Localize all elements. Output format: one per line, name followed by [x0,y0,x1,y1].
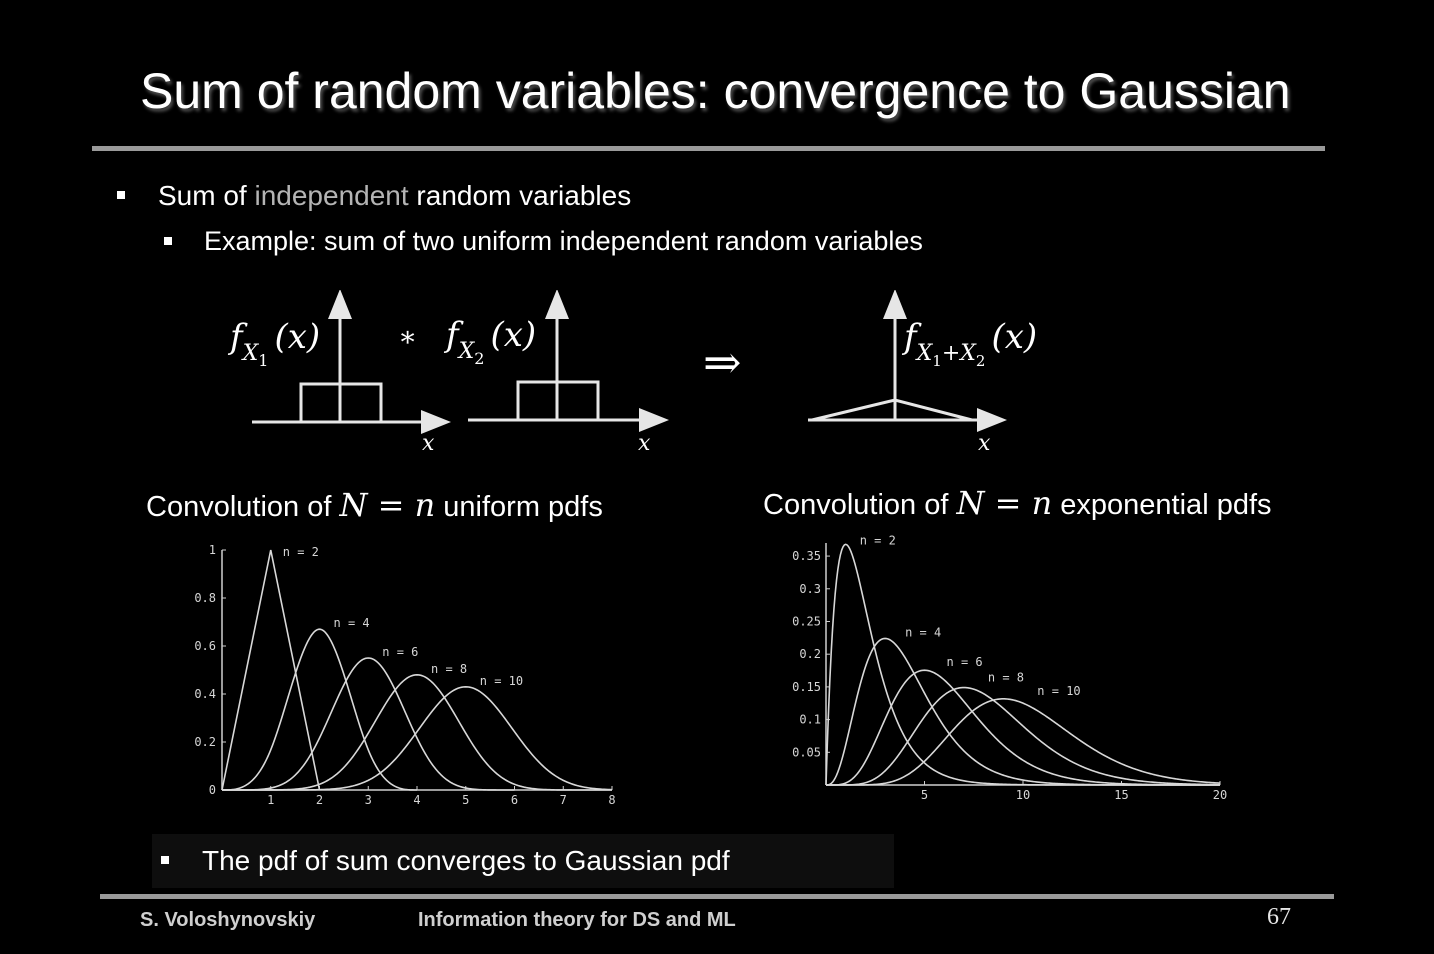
exponential-convolution-chart: 5 10 15 20 0.05 0.1 0.15 0.2 0.25 0.3 0.35 n = 2 n =… [792,535,1227,802]
bullet-square-icon [161,856,169,864]
series-line-10 [222,685,613,791]
bullet-3-text: The pdf of sum converges to Gaussian pdf [202,845,730,876]
caption-exponential: Convolution of N = n exponential pdfs [763,484,1272,522]
series-label-6: n = 6 [947,655,983,669]
y-tick-label: 0.25 [792,614,821,628]
x-tick-label: 5 [921,788,928,802]
x-label-3: x [978,431,991,456]
x-tick-label: 5 [462,793,469,807]
slide-title: Sum of random variables: convergence to … [140,63,1291,119]
x-tick-label: 1 [267,793,274,807]
series-label-2: n = 2 [283,545,319,559]
caption-uniform: Convolution of N = n uniform pdfs [146,486,603,524]
series-label-8: n = 8 [988,671,1024,685]
x-tick-label: 20 [1213,788,1227,802]
series-line-2 [825,543,1220,786]
convolution-operator: ∗ [398,320,417,353]
series-label-10: n = 10 [1037,684,1080,698]
series-line-2 [221,549,321,791]
x-tick-label: 15 [1114,788,1128,802]
x-tick-label: 2 [316,793,323,807]
series-label-10: n = 10 [480,674,523,688]
y-tick-label: 0 [209,783,216,797]
bullet-1-text-post: random variables [408,180,632,211]
convolution-diagram: fX1(x) ∗ fX2(x) ⇒ fX1+X2(x) x x x [227,290,1037,456]
y-tick-label: 0.35 [792,549,821,563]
series-line-4 [825,637,1221,786]
bullet-square-icon [117,191,125,199]
title-divider [92,146,1325,151]
y-tick-label: 1 [209,543,216,557]
series-line-6 [222,657,515,791]
series-label-8: n = 8 [431,662,467,676]
series-line-6 [826,669,1221,786]
x-tick-label: 7 [560,793,567,807]
y-tick-label: 0.6 [194,639,216,653]
bullet-square-icon [164,237,172,245]
bullet-3-box [152,834,894,888]
y-tick-label: 0.4 [194,687,216,701]
series-label-4: n = 4 [905,625,941,639]
x-tick-label: 4 [413,793,420,807]
caption-exponential-math: N = n [956,484,1053,522]
uniform-pdf-2 [516,380,600,420]
x-tick-label: 8 [608,793,615,807]
f2-label: fX2(x) [443,315,536,368]
x-tick-label: 3 [365,793,372,807]
uniform-convolution-chart: 1 2 3 4 5 6 7 8 0 0.2 0.4 0.6 0.8 1 n = 2 n = 4 n = 6 n =… [194,543,615,807]
f1-label: fX1(x) [227,317,320,370]
implies-arrow: ⇒ [703,335,742,389]
caption-uniform-math: N = n [339,486,436,524]
footer-course: Information theory for DS and ML [418,909,736,931]
uniform-pdf-1 [299,382,383,422]
series-line-8 [826,686,1221,786]
bullet-1-highlight: independent [254,180,409,211]
page-number: 67 [1267,904,1291,930]
x-label-2: x [638,431,651,456]
y-tick-label: 0.1 [799,713,821,727]
bullet-2-text: Example: sum of two uniform independent … [204,226,923,256]
y-tick-label: 0.8 [194,591,216,605]
x-tick-label: 6 [511,793,518,807]
bullet-1-text-pre: Sum of [158,180,255,211]
series-line-4 [221,628,418,791]
triangular-pdf [811,398,973,422]
footer-divider [100,894,1334,899]
f3-label: fX1+X2(x) [901,317,1037,370]
y-tick-label: 0.2 [799,647,821,661]
series-label-4: n = 4 [334,616,370,630]
footer-author: S. Voloshynovskiy [140,909,316,931]
series-label-6: n = 6 [382,645,418,659]
series-label-2: n = 2 [860,535,896,547]
y-tick-label: 0.3 [799,582,821,596]
series-line-10 [826,698,1221,786]
x-label-1: x [422,431,435,456]
y-tick-label: 0.2 [194,735,216,749]
y-tick-label: 0.05 [792,745,821,759]
y-tick-label: 0.15 [792,680,821,694]
x-tick-label: 10 [1016,788,1030,802]
